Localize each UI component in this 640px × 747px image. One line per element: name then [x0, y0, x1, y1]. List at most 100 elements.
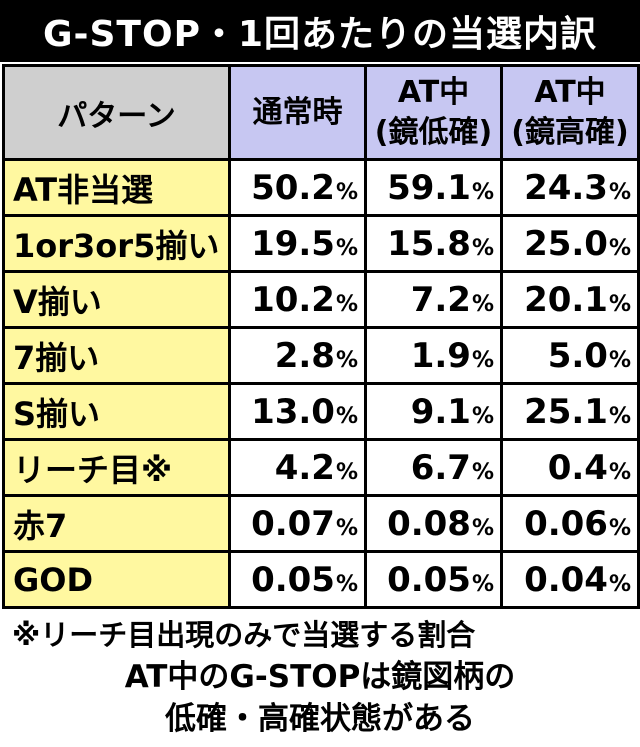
- row-label: GOD: [2, 550, 231, 609]
- percent-sign: %: [471, 403, 494, 429]
- row-value: 0.07: [251, 503, 335, 544]
- row-value-cell: 0.05%: [364, 550, 503, 609]
- header-at-low: AT中 (鏡低確): [364, 64, 503, 161]
- table-row: リーチ目※ 4.2% 6.7% 0.4%: [2, 438, 640, 497]
- row-value: 5.0: [547, 335, 608, 376]
- percent-sign: %: [471, 235, 494, 261]
- percent-sign: %: [335, 347, 358, 373]
- row-value: 0.04: [524, 559, 608, 600]
- table-header-row: パターン 通常時 AT中 (鏡低確) AT中 (鏡高確): [2, 64, 640, 161]
- note-text: ※リーチ目出現のみで当選する割合: [12, 618, 476, 652]
- footer-text: AT中のG-STOPは鏡図柄の 低確・高確状態がある: [0, 656, 640, 740]
- table-row: 7揃い 2.8% 1.9% 5.0%: [2, 326, 640, 385]
- stats-table: パターン 通常時 AT中 (鏡低確) AT中 (鏡高確) AT非当選 50.2% 5…: [2, 64, 640, 609]
- percent-sign: %: [335, 291, 358, 317]
- row-value-cell: 59.1%: [364, 158, 503, 217]
- row-value-cell: 15.8%: [364, 214, 503, 273]
- percent-sign: %: [471, 515, 494, 541]
- percent-sign: %: [608, 459, 631, 485]
- row-value-cell: 13.0%: [228, 382, 367, 441]
- row-value: 19.5: [251, 223, 335, 264]
- row-value-cell: 25.0%: [500, 214, 640, 273]
- percent-sign: %: [608, 571, 631, 597]
- row-value-cell: 24.3%: [500, 158, 640, 217]
- row-value: 9.1: [410, 391, 471, 432]
- row-label: リーチ目※: [2, 438, 231, 497]
- row-value-cell: 0.07%: [228, 494, 367, 553]
- footer-line2: 低確・高確状態がある: [165, 701, 475, 737]
- percent-sign: %: [471, 179, 494, 205]
- row-value: 0.4: [547, 447, 608, 488]
- header-normal: 通常時: [228, 64, 367, 161]
- table-row: S揃い 13.0% 9.1% 25.1%: [2, 382, 640, 441]
- row-value-cell: 10.2%: [228, 270, 367, 329]
- row-value: 0.08: [387, 503, 471, 544]
- row-value-cell: 1.9%: [364, 326, 503, 385]
- percent-sign: %: [335, 515, 358, 541]
- page-title: G-STOP・1回あたりの当選内訳: [0, 0, 640, 62]
- percent-sign: %: [471, 347, 494, 373]
- percent-sign: %: [471, 571, 494, 597]
- percent-sign: %: [335, 459, 358, 485]
- header-at-low-line1: AT中: [397, 74, 470, 110]
- row-value-cell: 0.08%: [364, 494, 503, 553]
- row-value-cell: 6.7%: [364, 438, 503, 497]
- percent-sign: %: [335, 235, 358, 261]
- row-value: 25.0: [524, 223, 608, 264]
- header-at-high: AT中 (鏡高確): [500, 64, 640, 161]
- row-value-cell: 0.04%: [500, 550, 640, 609]
- row-value: 0.05: [387, 559, 471, 600]
- row-value: 15.8: [387, 223, 471, 264]
- row-value-cell: 7.2%: [364, 270, 503, 329]
- row-value: 2.8: [274, 335, 335, 376]
- header-at-low-line2: (鏡低確): [374, 114, 493, 150]
- row-value: 1.9: [410, 335, 471, 376]
- row-label: 赤7: [2, 494, 231, 553]
- header-at-high-line1: AT中: [534, 74, 606, 110]
- table-row: 赤7 0.07% 0.08% 0.06%: [2, 494, 640, 553]
- row-value: 10.2: [251, 279, 335, 320]
- row-value-cell: 0.05%: [228, 550, 367, 609]
- header-pattern: パターン: [2, 64, 231, 161]
- row-value: 13.0: [251, 391, 335, 432]
- percent-sign: %: [608, 515, 631, 541]
- header-normal-line1: 通常時: [252, 94, 343, 130]
- row-value: 25.1: [524, 391, 608, 432]
- row-value-cell: 2.8%: [228, 326, 367, 385]
- footer-line1: AT中のG-STOPは鏡図柄の: [124, 659, 516, 695]
- table-row: GOD 0.05% 0.05% 0.04%: [2, 550, 640, 609]
- row-value-cell: 50.2%: [228, 158, 367, 217]
- percent-sign: %: [471, 459, 494, 485]
- percent-sign: %: [608, 403, 631, 429]
- row-label: V揃い: [2, 270, 231, 329]
- row-value: 6.7: [410, 447, 471, 488]
- row-value-cell: 4.2%: [228, 438, 367, 497]
- row-value: 0.06: [524, 503, 608, 544]
- row-value: 24.3: [524, 167, 608, 208]
- row-value-cell: 20.1%: [500, 270, 640, 329]
- row-label: 1or3or5揃い: [2, 214, 231, 273]
- row-value-cell: 0.06%: [500, 494, 640, 553]
- row-value-cell: 25.1%: [500, 382, 640, 441]
- row-value-cell: 0.4%: [500, 438, 640, 497]
- row-value: 4.2: [274, 447, 335, 488]
- percent-sign: %: [608, 179, 631, 205]
- percent-sign: %: [608, 347, 631, 373]
- percent-sign: %: [335, 179, 358, 205]
- percent-sign: %: [608, 291, 631, 317]
- row-value-cell: 9.1%: [364, 382, 503, 441]
- row-value-cell: 5.0%: [500, 326, 640, 385]
- table-row: 1or3or5揃い 19.5% 15.8% 25.0%: [2, 214, 640, 273]
- row-label: S揃い: [2, 382, 231, 441]
- percent-sign: %: [335, 403, 358, 429]
- row-label: AT非当選: [2, 158, 231, 217]
- table-row: V揃い 10.2% 7.2% 20.1%: [2, 270, 640, 329]
- row-label: 7揃い: [2, 326, 231, 385]
- row-value-cell: 19.5%: [228, 214, 367, 273]
- row-value: 59.1: [387, 167, 471, 208]
- row-value: 50.2: [251, 167, 335, 208]
- percent-sign: %: [335, 571, 358, 597]
- header-at-high-line2: (鏡高確): [511, 114, 629, 150]
- row-value: 7.2: [410, 279, 471, 320]
- row-value: 20.1: [524, 279, 608, 320]
